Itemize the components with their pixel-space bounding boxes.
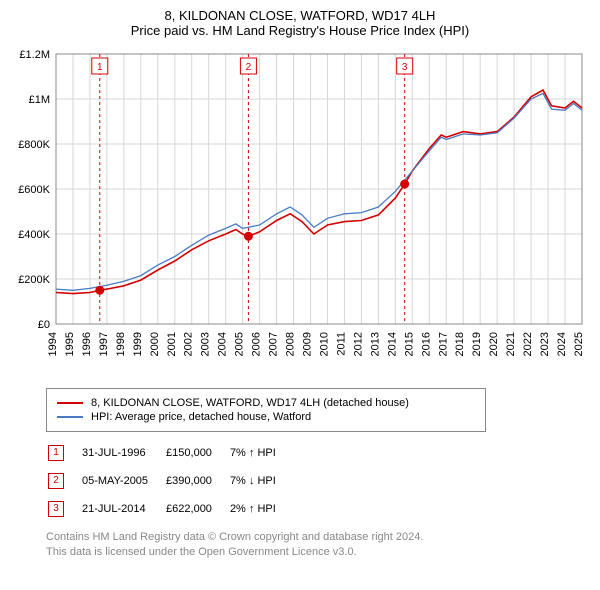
event-date: 21-JUL-2014 xyxy=(82,496,164,522)
svg-text:2013: 2013 xyxy=(369,332,381,356)
svg-text:£1.2M: £1.2M xyxy=(19,49,50,61)
svg-text:2019: 2019 xyxy=(471,332,483,356)
svg-text:2015: 2015 xyxy=(403,332,415,356)
event-row: 3 21-JUL-2014£622,0002% ↑ HPI xyxy=(48,496,292,522)
svg-text:2007: 2007 xyxy=(268,332,280,356)
svg-text:£200K: £200K xyxy=(18,274,50,286)
svg-text:2012: 2012 xyxy=(352,332,364,356)
chart-title-subtitle: Price paid vs. HM Land Registry's House … xyxy=(8,23,592,38)
svg-text:2020: 2020 xyxy=(488,332,500,356)
svg-text:1997: 1997 xyxy=(98,332,110,356)
svg-text:1995: 1995 xyxy=(64,332,76,356)
svg-text:2024: 2024 xyxy=(556,332,568,356)
svg-text:2: 2 xyxy=(246,62,252,73)
event-date: 31-JUL-1996 xyxy=(82,440,164,466)
event-delta: 2% ↑ HPI xyxy=(230,496,292,522)
svg-text:£600K: £600K xyxy=(18,184,50,196)
events-table: 1 31-JUL-1996£150,0007% ↑ HPI 2 05-MAY-2005… xyxy=(46,438,294,524)
event-date: 05-MAY-2005 xyxy=(82,468,164,494)
svg-text:£400K: £400K xyxy=(18,229,50,241)
svg-text:2011: 2011 xyxy=(335,332,347,356)
svg-text:2010: 2010 xyxy=(318,332,330,356)
svg-text:2002: 2002 xyxy=(183,332,195,356)
svg-text:2006: 2006 xyxy=(251,332,263,356)
svg-text:2004: 2004 xyxy=(217,332,229,356)
svg-text:2021: 2021 xyxy=(505,332,517,356)
legend-item: 8, KILDONAN CLOSE, WATFORD, WD17 4LH (de… xyxy=(57,397,475,409)
svg-text:£0: £0 xyxy=(38,319,50,331)
event-price: £150,000 xyxy=(166,440,228,466)
svg-text:1999: 1999 xyxy=(132,332,144,356)
chart-title-address: 8, KILDONAN CLOSE, WATFORD, WD17 4LH xyxy=(8,8,592,23)
chart-title-block: 8, KILDONAN CLOSE, WATFORD, WD17 4LH Pri… xyxy=(8,8,592,38)
legend: 8, KILDONAN CLOSE, WATFORD, WD17 4LH (de… xyxy=(46,388,486,432)
svg-text:2014: 2014 xyxy=(386,332,398,356)
svg-text:1996: 1996 xyxy=(81,332,93,356)
event-price: £390,000 xyxy=(166,468,228,494)
svg-text:2003: 2003 xyxy=(200,332,212,356)
svg-text:1: 1 xyxy=(97,62,103,73)
svg-text:1994: 1994 xyxy=(47,332,59,356)
svg-text:2023: 2023 xyxy=(539,332,551,356)
chart-area: £0 £200K £400K £600K £800K £1M £1.2M 1994 1995 19… xyxy=(8,44,592,384)
svg-text:2025: 2025 xyxy=(573,332,585,356)
event-marker-box: 1 xyxy=(48,445,64,461)
svg-text:£800K: £800K xyxy=(18,139,50,151)
event-row: 1 31-JUL-1996£150,0007% ↑ HPI xyxy=(48,440,292,466)
legend-swatch xyxy=(57,402,83,404)
attribution-line: Contains HM Land Registry data © Crown c… xyxy=(46,530,592,545)
event-delta: 7% ↓ HPI xyxy=(230,468,292,494)
svg-text:2005: 2005 xyxy=(234,332,246,356)
svg-text:1998: 1998 xyxy=(115,332,127,356)
legend-label: HPI: Average price, detached house, Watf… xyxy=(91,411,311,423)
svg-text:2001: 2001 xyxy=(166,332,178,356)
legend-label: 8, KILDONAN CLOSE, WATFORD, WD17 4LH (de… xyxy=(91,397,409,409)
attribution: Contains HM Land Registry data © Crown c… xyxy=(46,530,592,560)
legend-swatch xyxy=(57,416,83,418)
attribution-line: This data is licensed under the Open Gov… xyxy=(46,545,592,560)
svg-text:2018: 2018 xyxy=(454,332,466,356)
svg-text:2008: 2008 xyxy=(285,332,297,356)
svg-text:2016: 2016 xyxy=(420,332,432,356)
event-row: 2 05-MAY-2005£390,0007% ↓ HPI xyxy=(48,468,292,494)
svg-text:2022: 2022 xyxy=(522,332,534,356)
event-delta: 7% ↑ HPI xyxy=(230,440,292,466)
svg-text:3: 3 xyxy=(402,62,408,73)
svg-text:2009: 2009 xyxy=(302,332,314,356)
event-marker-box: 2 xyxy=(48,473,64,489)
event-marker-box: 3 xyxy=(48,501,64,517)
legend-item: HPI: Average price, detached house, Watf… xyxy=(57,411,475,423)
svg-text:2017: 2017 xyxy=(437,332,449,356)
svg-text:£1M: £1M xyxy=(29,94,50,106)
line-chart-svg: £0 £200K £400K £600K £800K £1M £1.2M 1994 1995 19… xyxy=(8,44,592,384)
event-price: £622,000 xyxy=(166,496,228,522)
svg-text:2000: 2000 xyxy=(149,332,161,356)
